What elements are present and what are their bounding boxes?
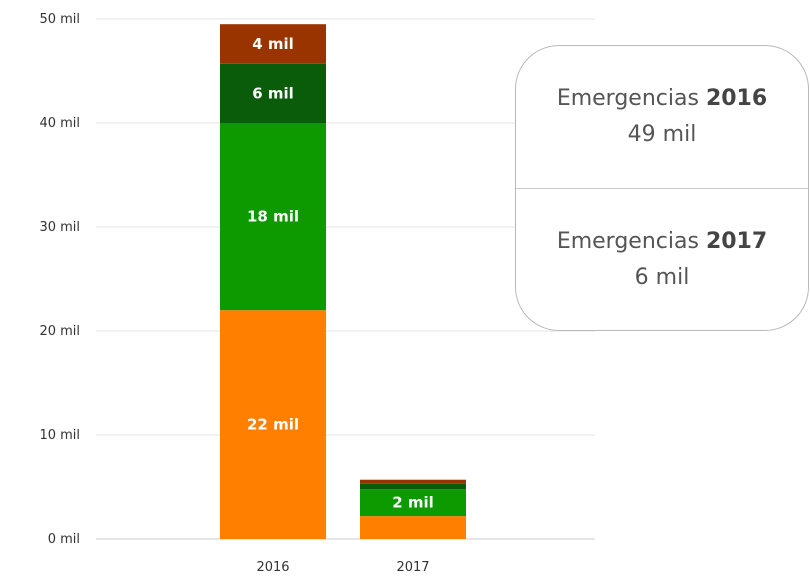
bar-segment-label: 18 mil [247, 208, 299, 226]
y-tick-label: 40 mil [39, 116, 80, 131]
bar-segment-label: 6 mil [252, 84, 294, 102]
x-tick-label: 2016 [256, 560, 289, 575]
bar-segment-label: 22 mil [247, 416, 299, 434]
y-tick-label: 10 mil [39, 428, 80, 443]
summary-value: 49 mil [627, 122, 697, 147]
bar-segment [360, 483, 466, 490]
bar-segment [360, 489, 466, 517]
summary-panel: Emergencias 2016 49 mil Emergencias 2017… [515, 45, 809, 331]
bar-segment-label: 2 mil [392, 494, 434, 512]
y-tick-label: 0 mil [48, 532, 80, 547]
y-tick-label: 20 mil [39, 324, 80, 339]
y-tick-label: 50 mil [39, 12, 80, 27]
summary-title: Emergencias 2017 [557, 224, 767, 260]
y-tick-label: 30 mil [39, 220, 80, 235]
summary-year: 2016 [705, 86, 768, 111]
summary-item-2017: Emergencias 2017 6 mil [516, 188, 808, 330]
summary-value: 6 mil [634, 264, 690, 290]
summary-year: 2017 [705, 228, 768, 254]
summary-item-2016: Emergencias 2016 49 mil [516, 46, 808, 188]
summary-prefix: Emergencias [556, 228, 699, 254]
bar-segment-label: 4 mil [252, 35, 294, 53]
bar-segment [220, 123, 326, 311]
summary-title: Emergencias 2016 [557, 81, 767, 117]
x-tick-label: 2017 [396, 560, 429, 575]
bar-segment [220, 63, 326, 123]
bar-segment [220, 24, 326, 64]
bar-segment [220, 310, 326, 539]
bar-segment [360, 516, 466, 539]
bar-segment [360, 479, 466, 484]
summary-prefix: Emergencias [556, 86, 699, 111]
